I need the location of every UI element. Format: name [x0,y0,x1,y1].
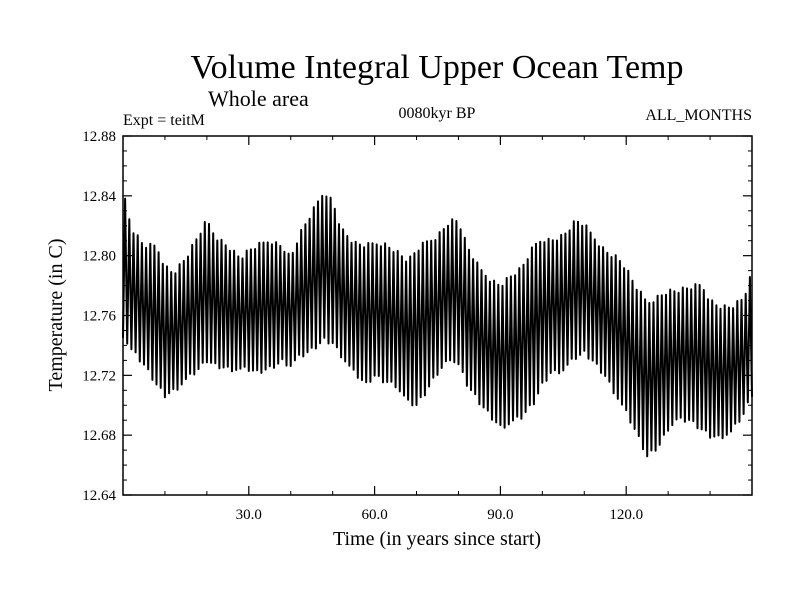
axes: 12.64 12.68 12.72 12.76 12.80 12.84 12.88 30.0 6… [82,129,753,523]
period-label: 0080kyr BP [399,105,476,122]
x-tick-label: 60.0 [361,507,387,523]
x-tick-label: 120.0 [609,507,643,523]
y-tick-label: 12.80 [82,249,116,265]
y-tick-label: 12.72 [82,368,116,384]
y-axis-label: Temperature (in C) [45,239,67,392]
experiment-label: Expt = teitM [123,112,205,129]
chart-title: Volume Integral Upper Ocean Temp [191,49,684,86]
series-line-0 [122,194,753,458]
y-tick-label: 12.76 [82,309,116,325]
months-label: ALL_MONTHS [645,107,752,124]
x-axis-label: Time (in years since start) [333,528,541,550]
x-tick-label: 90.0 [487,507,513,523]
y-tick-label: 12.88 [82,129,116,145]
y-tick-label: 12.64 [82,488,116,504]
y-tick-label: 12.68 [82,428,116,444]
chart-subtitle: Whole area [208,86,309,111]
y-tick-label: 12.84 [82,189,116,205]
plot-area [122,194,753,458]
x-tick-label: 30.0 [236,507,262,523]
